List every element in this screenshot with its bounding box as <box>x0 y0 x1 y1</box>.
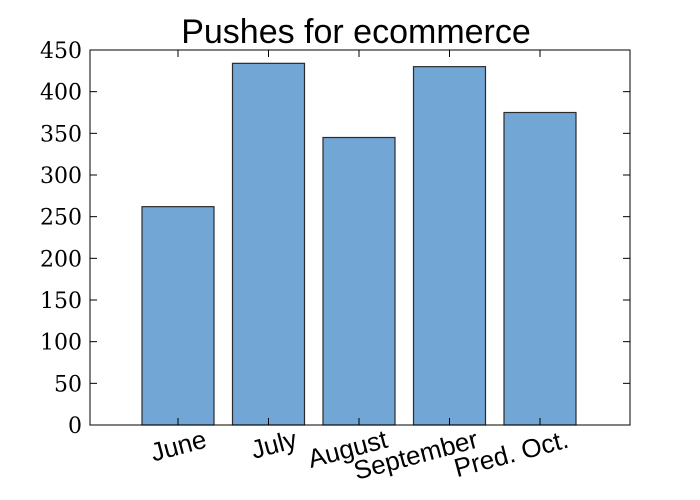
ytick-label-350: 350 <box>40 122 82 147</box>
chart-title: Pushes for ecommerce <box>181 13 531 51</box>
ytick-label-400: 400 <box>40 81 82 106</box>
bar-pred-oct <box>503 111 577 426</box>
xtick-label-june: June <box>147 424 209 468</box>
bar-september <box>412 66 487 426</box>
ytick-label-0: 0 <box>68 414 82 439</box>
ytick-label-450: 450 <box>40 39 82 64</box>
xtick-label-july: July <box>248 424 300 465</box>
plot-frame <box>89 49 631 426</box>
ytick-label-50: 50 <box>54 372 82 397</box>
ytick-label-150: 150 <box>40 289 82 314</box>
ytick-label-300: 300 <box>40 164 82 189</box>
ytick-label-100: 100 <box>40 331 82 356</box>
bar-july <box>231 62 306 426</box>
bar-august <box>322 136 396 426</box>
ytick-label-250: 250 <box>40 206 82 231</box>
bar-june <box>141 206 215 426</box>
ytick-label-200: 200 <box>40 247 82 272</box>
bars-layer <box>141 62 577 426</box>
